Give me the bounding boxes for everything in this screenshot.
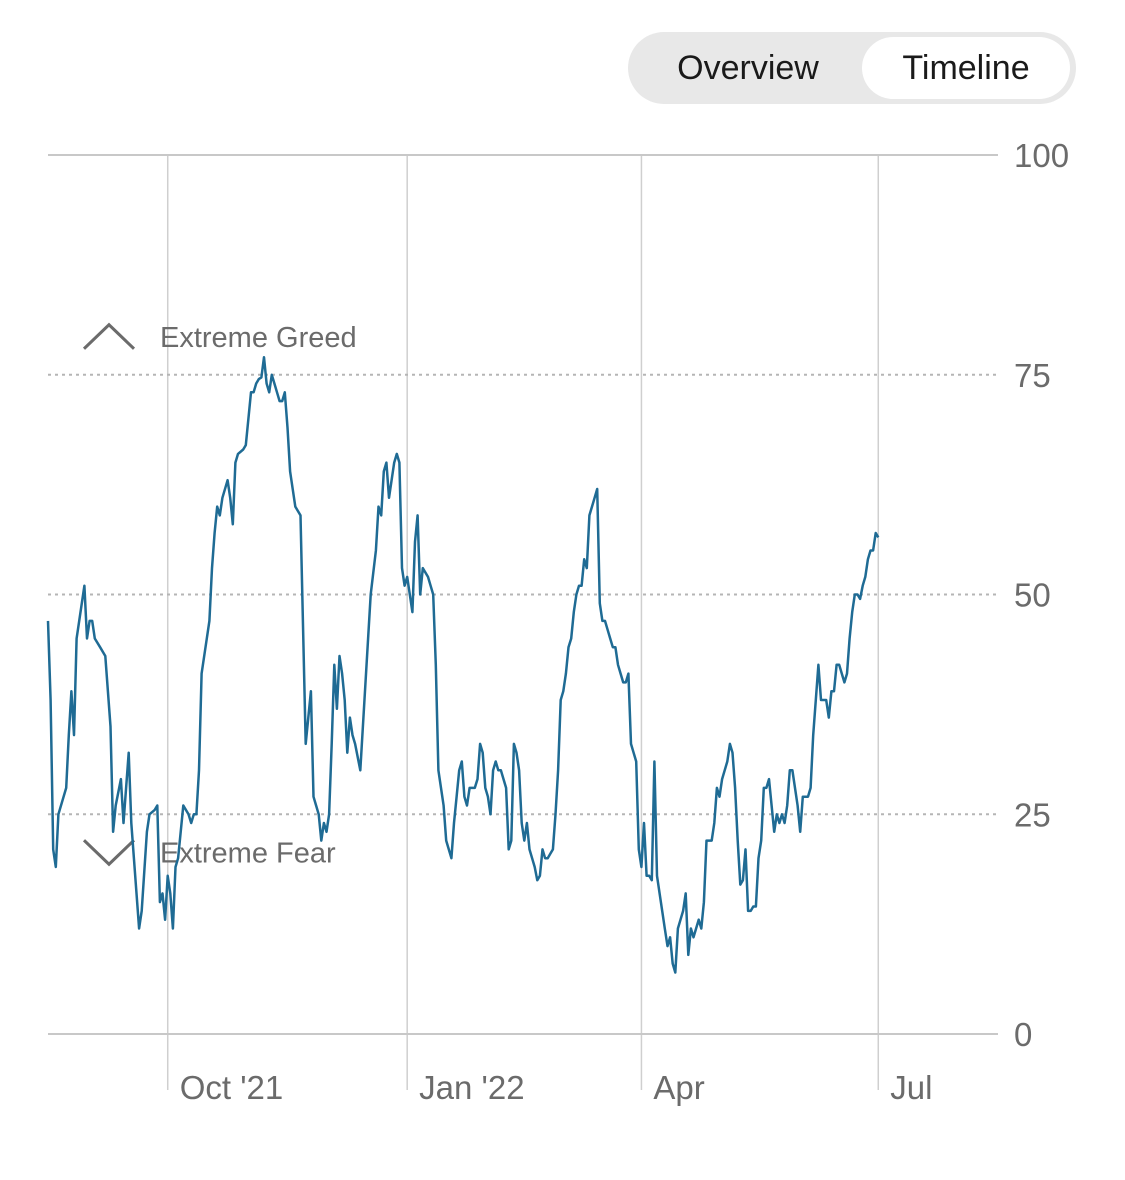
extreme-greed-label: Extreme Greed xyxy=(160,322,357,354)
overview-tab[interactable]: Overview xyxy=(677,49,819,87)
x-tick-label: Oct '21 xyxy=(180,1069,284,1106)
chevron-down-icon xyxy=(82,839,136,867)
y-tick-label: 75 xyxy=(1014,357,1051,394)
y-tick-label: 50 xyxy=(1014,577,1051,614)
timeline-tab[interactable]: Timeline xyxy=(862,37,1070,99)
view-toggle: Overview Timeline xyxy=(628,32,1076,104)
y-tick-label: 25 xyxy=(1014,796,1051,833)
x-tick-label: Jan '22 xyxy=(419,1069,524,1106)
x-tick-label: Jul xyxy=(890,1069,932,1106)
x-tick-label: Apr xyxy=(653,1069,704,1106)
y-tick-label: 0 xyxy=(1014,1016,1032,1053)
fear-greed-index-line xyxy=(46,355,880,974)
chevron-up-icon xyxy=(82,322,136,350)
y-tick-label: 100 xyxy=(1014,137,1069,174)
extreme-fear-label: Extreme Fear xyxy=(160,837,336,869)
